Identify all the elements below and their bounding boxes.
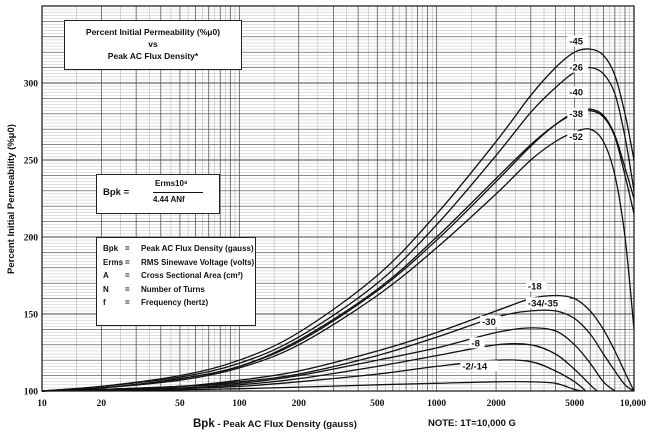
chart-title-line-1: Percent Initial Permeability (%μ0) [85,27,221,37]
curve-label-background [525,280,547,292]
curve-label: -45 [569,37,583,48]
curve-label-background [567,61,589,73]
x-tick-label: 2000 [487,399,506,409]
curve-label: -40 [569,87,583,98]
definition-equals: = [125,271,130,280]
y-tick-label: 200 [24,234,39,244]
series-curve [41,327,616,392]
curve-label: -26 [569,63,583,74]
y-tick-label: 250 [24,157,39,167]
series-curve [41,342,598,392]
chart-title-box: Percent Initial Permeability (%μ0) vs Pe… [64,20,242,70]
curve-label: -52 [569,132,583,143]
definition-row: A = Cross Sectional Area (cm²) [103,269,255,283]
y-tick-label: 100 [24,388,39,398]
x-tick-label: 10,000 [620,399,646,409]
y-axis-title: Percent Initial Permeability (%μ0) [6,123,17,274]
formula-fraction-bar [153,192,203,193]
series-curve [41,108,635,392]
definition-symbol: N [103,284,109,294]
definition-text: Peak AC Flux Density (gauss) [141,244,254,253]
series-curve [41,66,635,392]
definition-row: N = Number of Turns [103,283,255,297]
definition-equals: = [125,244,130,253]
x-tick-label: 1000 [427,399,446,409]
y-tick-label: 150 [24,311,39,321]
curve-label: -18 [528,281,542,292]
definition-symbol: A [103,271,109,280]
y-tick-labels: 100 150 200 250 300 [24,80,39,398]
chart-title-line-2: vs [148,39,158,49]
curve-label-background [567,107,589,119]
x-tick-label: 20 [97,399,107,409]
series-curve [41,128,635,392]
x-axis-title-text: - Peak AC Flux Density (gauss) [214,419,357,430]
definition-row: Erms = RMS Sinewave Voltage (volts) [103,256,255,270]
curve-label: -30 [482,317,496,328]
chart-title-line-3: Peak AC Flux Density* [107,51,199,61]
curve-label-background [525,297,570,309]
definition-equals: = [125,257,130,267]
curve-label: -2/-14 [462,361,488,372]
formula-numerator: Erms10⁸ [155,179,188,188]
curve-label: -8 [471,338,479,349]
formula-box: Bpk = Erms10⁸ 4.44 ANf [96,174,220,214]
x-tick-labels: 10 20 50 100 200 500 1000 2000 5000 10,000 [37,399,646,409]
major-grid [41,5,634,392]
definition-equals: = [125,284,130,294]
definition-text: Number of Turns [141,284,205,294]
curve-label: -34/-35 [528,298,559,309]
formula-denominator: 4.44 ANf [153,195,185,204]
curve-label-background [567,35,589,47]
x-tick-label: 200 [292,399,307,409]
y-tick-label: 300 [24,80,39,90]
definition-symbol: Erms [103,257,124,267]
x-axis-title: Bpk - Peak AC Flux Density (gauss) [193,418,357,430]
series-curve [41,359,587,392]
definition-text: Cross Sectional Area (cm²) [141,271,243,280]
curve-label-background [480,315,501,327]
definition-symbol: Bpk [103,244,119,253]
formula-lhs: Bpk = [103,187,130,198]
x-axis-title-symbol: Bpk [193,418,215,430]
definition-text: RMS Sinewave Voltage (volts) [141,257,255,267]
curve-label-background [460,360,498,372]
curve-label-layer: -45 -26 -40 -38 -52 -18 -34/-35 -30-8 -2/-14 [460,35,589,372]
x-tick-label: 10 [37,399,47,409]
x-tick-label: 50 [175,399,185,409]
curve-label-background [469,337,485,349]
definition-symbol: f [103,298,106,307]
curve-label-background [567,130,589,142]
series-curve [41,48,635,392]
curve-label: -38 [569,109,583,120]
series-layer [41,48,635,392]
curve-label-background [567,86,589,98]
definition-text: Frequency (hertz) [141,298,209,307]
x-tick-label: 100 [232,399,247,409]
definition-equals: = [125,298,130,307]
definition-row: Bpk = Peak AC Flux Density (gauss) [103,242,255,256]
series-curve [41,380,583,392]
unit-note: NOTE: 1T=10,000 G [428,418,516,429]
definition-row: f = Frequency (hertz) [103,296,255,310]
definitions-box: Bpk = Peak AC Flux Density (gauss) Erms … [96,237,256,326]
x-tick-label: 5000 [565,399,584,409]
x-tick-label: 500 [370,399,385,409]
